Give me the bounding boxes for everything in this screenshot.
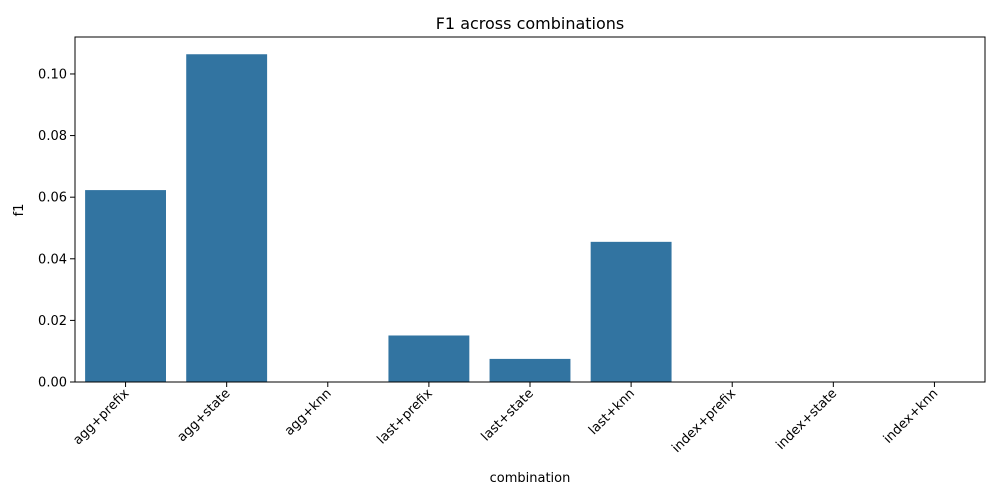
bar-last+prefix xyxy=(388,335,470,382)
x-tick-label: last+state xyxy=(479,386,537,444)
bars-group xyxy=(85,54,672,382)
bar-last+knn xyxy=(590,241,672,382)
y-axis-label: f1 xyxy=(12,204,27,217)
y-tick-label: 0.04 xyxy=(38,252,67,267)
x-tick-label: agg+prefix xyxy=(70,386,132,448)
plot-frame xyxy=(74,36,986,383)
y-tick-label: 0.00 xyxy=(38,376,67,391)
x-tick-label: last+prefix xyxy=(375,386,436,447)
x-tick-label: index+knn xyxy=(881,386,941,446)
x-tick-label: agg+state xyxy=(175,386,234,445)
y-tick-label: 0.06 xyxy=(38,191,67,206)
bar-agg+prefix xyxy=(85,190,166,382)
bar-agg+state xyxy=(186,54,268,382)
x-tick-label: index+prefix xyxy=(669,386,739,456)
y-tick-label: 0.10 xyxy=(38,67,67,82)
y-tick-label: 0.02 xyxy=(38,314,67,329)
chart-title: F1 across combinations xyxy=(436,14,625,33)
x-axis: agg+prefix agg+state agg+knn last+prefix las… xyxy=(70,382,941,456)
x-tick-label: agg+knn xyxy=(282,386,335,439)
bar-last+state xyxy=(489,358,571,382)
x-tick-label: index+state xyxy=(773,386,840,453)
y-tick-label: 0.08 xyxy=(38,129,67,144)
x-axis-label: combination xyxy=(490,471,571,486)
x-tick-label: last+knn xyxy=(586,386,638,438)
y-axis: 0.00 0.02 0.04 0.06 0.08 0.10 xyxy=(38,67,75,391)
